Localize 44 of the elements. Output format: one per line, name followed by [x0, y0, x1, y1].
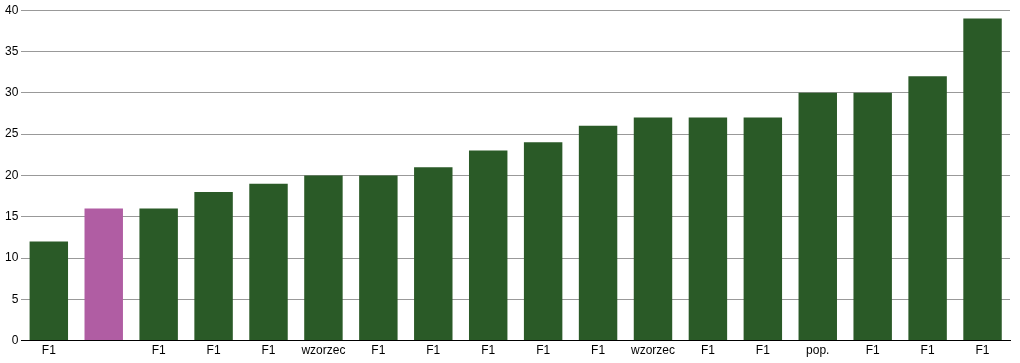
y-tick-label: 40 — [4, 2, 19, 17]
bar — [414, 167, 453, 341]
y-tick-label: 5 — [11, 291, 19, 306]
x-tick-label: F1 — [426, 343, 441, 358]
y-tick-label: 35 — [4, 43, 19, 58]
bar — [304, 175, 343, 341]
y-tick-label: 30 — [4, 85, 19, 100]
bar — [853, 92, 892, 341]
x-tick-label: F1 — [591, 343, 606, 358]
bar — [688, 117, 728, 341]
x-tick-label: F1 — [865, 343, 881, 358]
bar — [908, 76, 947, 341]
y-tick-label: 20 — [4, 167, 19, 182]
x-tick-label: F1 — [261, 343, 276, 358]
bar — [578, 125, 618, 341]
y-tick-label: 25 — [4, 126, 19, 141]
bar — [29, 241, 69, 341]
x-tick-label: F1 — [151, 343, 166, 358]
bar — [743, 117, 783, 341]
y-tick-label: 15 — [4, 209, 19, 224]
x-tick-label: F1 — [755, 343, 771, 358]
x-tick-label: F1 — [41, 343, 57, 358]
bar — [84, 208, 123, 341]
x-tick-label: F1 — [920, 343, 935, 358]
bar — [194, 191, 233, 341]
bar — [963, 18, 1002, 341]
bar — [468, 150, 508, 341]
bar — [249, 183, 288, 341]
x-tick-label: wzorzec — [629, 343, 675, 358]
bar — [798, 92, 837, 341]
x-tick-label: F1 — [700, 343, 716, 358]
x-tick-label: F1 — [371, 343, 386, 358]
x-tick-label: F1 — [536, 343, 551, 358]
x-tick-label: F1 — [975, 343, 990, 358]
bar — [523, 142, 563, 341]
bar — [633, 117, 673, 341]
x-tick-label: wzorzec — [300, 343, 346, 358]
bar — [139, 208, 178, 341]
bar — [359, 175, 398, 341]
x-tick-label: F1 — [206, 343, 221, 358]
x-tick-label: pop. — [806, 343, 830, 358]
y-tick-label: 10 — [4, 250, 19, 265]
x-tick-label: F1 — [481, 343, 496, 358]
y-tick-label: 0 — [11, 332, 19, 347]
